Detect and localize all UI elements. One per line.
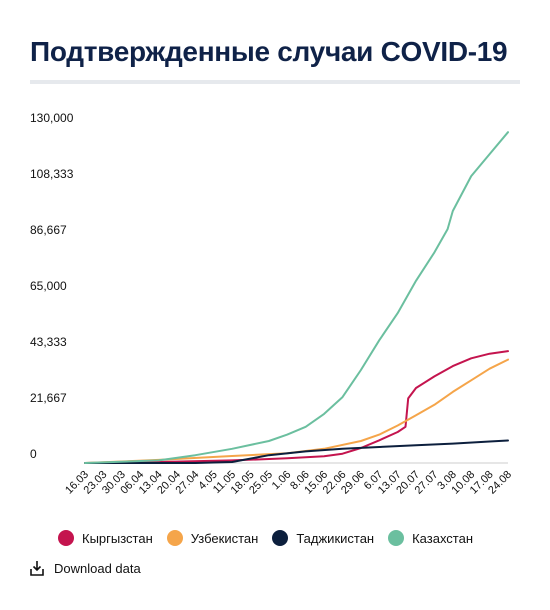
line-chart: 021,66743,33365,00086,667108,333130,000 … bbox=[30, 111, 514, 497]
download-data-button[interactable]: Download data bbox=[30, 560, 141, 576]
download-icon bbox=[30, 561, 44, 576]
legend-label: Кыргызстан bbox=[82, 530, 153, 546]
series-lines bbox=[84, 131, 509, 464]
x-tick-label: 1.06 bbox=[270, 469, 294, 493]
chart-title: Подтвержденные случаи COVID-19 bbox=[30, 36, 508, 67]
y-tick-label: 130,000 bbox=[30, 111, 74, 125]
series-line-0 bbox=[84, 350, 509, 464]
legend-swatch bbox=[272, 530, 289, 546]
legend-label: Узбекистан bbox=[190, 530, 259, 546]
legend-item[interactable]: Казахстан bbox=[388, 530, 473, 546]
x-axis-ticks: 16.0323.0330.0306.0413.0420.0427.044.051… bbox=[63, 469, 514, 497]
legend-swatch bbox=[388, 530, 405, 546]
y-tick-label: 86,667 bbox=[30, 223, 67, 237]
title-divider bbox=[30, 80, 520, 84]
series-line-1 bbox=[84, 358, 509, 464]
y-tick-label: 21,667 bbox=[30, 391, 67, 405]
y-tick-label: 43,333 bbox=[30, 335, 67, 349]
legend: Кыргызстан Узбекистан Таджикистан Казахстан bbox=[58, 530, 473, 546]
legend-item[interactable]: Кыргызстан bbox=[58, 530, 153, 546]
download-label: Download data bbox=[54, 560, 141, 576]
legend-item[interactable]: Узбекистан bbox=[166, 530, 259, 546]
legend-swatch bbox=[58, 530, 74, 546]
legend-item[interactable]: Таджикистан bbox=[272, 530, 374, 546]
legend-label: Таджикистан bbox=[296, 530, 375, 546]
legend-label: Казахстан bbox=[412, 530, 474, 546]
y-tick-label: 108,333 bbox=[30, 167, 74, 181]
y-tick-label: 0 bbox=[30, 447, 37, 461]
series-line-2 bbox=[84, 439, 509, 464]
legend-swatch bbox=[166, 530, 183, 546]
y-axis-ticks: 0 21,667 43,333 65,000 86,667 108,333 130,000 bbox=[30, 111, 74, 461]
series-line-3 bbox=[84, 131, 509, 464]
y-tick-label: 65,000 bbox=[30, 279, 67, 293]
